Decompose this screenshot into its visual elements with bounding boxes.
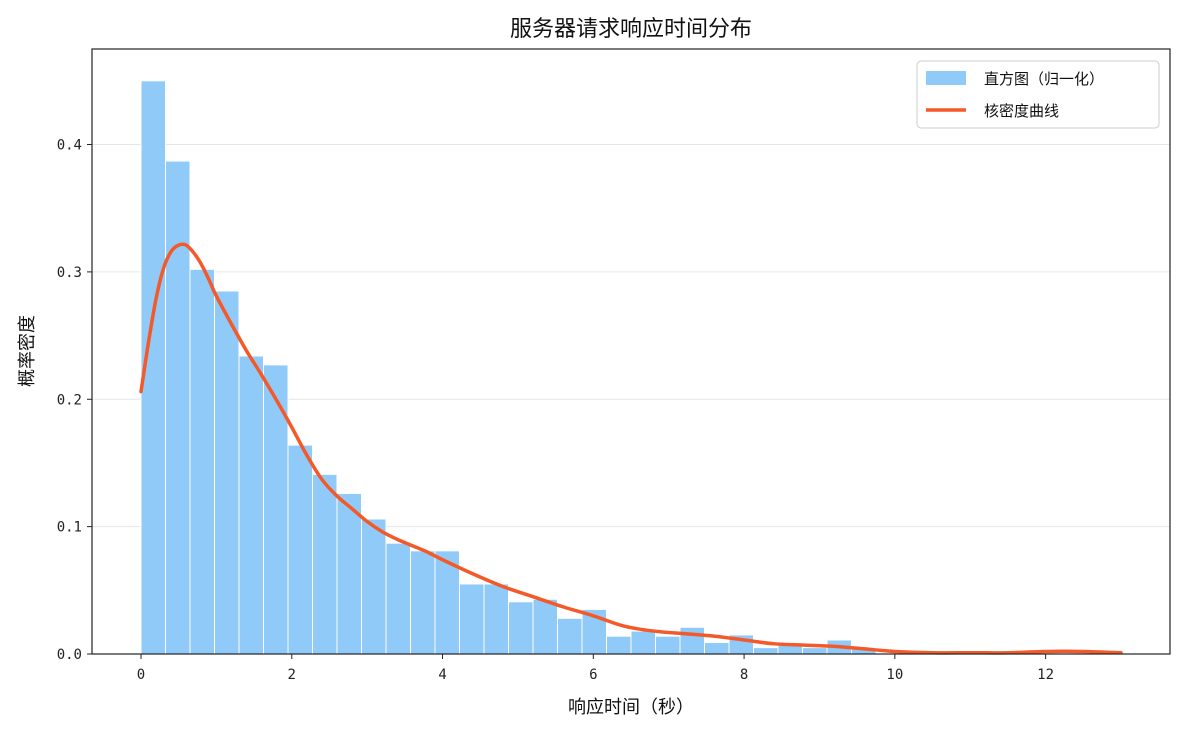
histogram-bar (189, 268, 215, 655)
histogram-bar (312, 473, 338, 655)
histogram-bar (434, 550, 460, 655)
histogram-bar (385, 542, 411, 655)
histogram-bar (557, 617, 583, 655)
x-tick-label: 10 (886, 667, 903, 683)
histogram-bar (214, 290, 240, 655)
histogram-bar (263, 364, 289, 655)
x-tick-label: 2 (288, 667, 296, 683)
y-axis-ticks: 0.0 0.1 0.2 0.3 0.4 (57, 138, 92, 663)
histogram-bar (630, 630, 656, 655)
histogram-bar (483, 583, 509, 655)
chart-title: 服务器请求响应时间分布 (510, 17, 752, 42)
y-tick-label: 0.0 (57, 647, 82, 663)
histogram-bar (410, 550, 436, 655)
histogram-bar (655, 635, 681, 655)
legend-kde-label: 核密度曲线 (984, 102, 1059, 120)
x-tick-label: 12 (1037, 667, 1054, 683)
histogram-bar (361, 518, 387, 655)
kde-curve (139, 242, 1123, 655)
x-tick-label: 0 (137, 667, 145, 683)
y-tick-label: 0.2 (57, 392, 82, 408)
legend-box (916, 60, 1160, 129)
y-tick-label: 0.3 (57, 265, 82, 281)
histogram-bar (532, 598, 558, 655)
histogram-bar (802, 647, 828, 655)
x-axis-ticks: 0 2 4 6 8 10 12 (137, 654, 1054, 683)
x-tick-label: 6 (589, 667, 597, 683)
y-tick-label: 0.1 (57, 520, 82, 536)
histogram-bar (606, 635, 632, 655)
histogram-bar (679, 626, 705, 655)
y-axis-title: 概率密度 (17, 315, 38, 387)
y-tick-label: 0.4 (57, 138, 82, 154)
histogram-bar (508, 601, 534, 655)
legend: 直方图（归一化） 核密度曲线 (916, 60, 1160, 129)
histogram-bar (459, 583, 485, 655)
legend-histogram-label: 直方图（归一化） (984, 70, 1104, 88)
histogram-bar (287, 444, 313, 655)
histogram-bar (753, 647, 779, 655)
histogram-bar (165, 160, 191, 655)
x-tick-label: 8 (740, 667, 748, 683)
histogram-bar (238, 355, 264, 655)
x-tick-label: 4 (438, 667, 446, 683)
histogram-bar (336, 493, 362, 655)
histogram-bar (704, 642, 730, 655)
kde-layer (139, 242, 1123, 655)
legend-histogram-swatch (926, 71, 966, 85)
plot-frame (91, 48, 1171, 655)
x-axis-title: 响应时间（秒） (568, 697, 694, 718)
